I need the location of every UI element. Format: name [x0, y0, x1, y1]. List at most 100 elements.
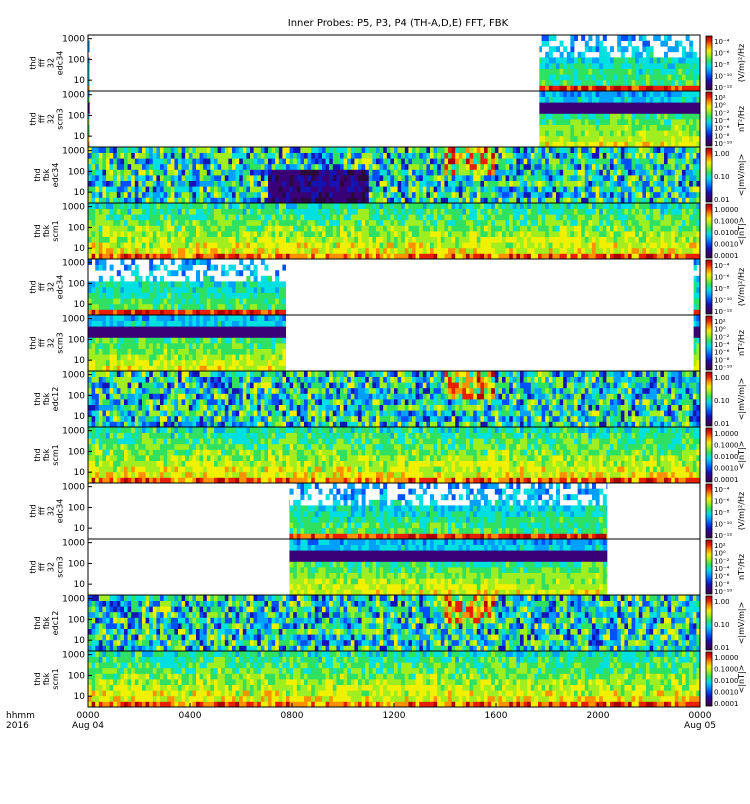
heatmap-cell: [365, 158, 369, 164]
heatmap-cell: [221, 175, 225, 181]
heatmap-cell: [110, 237, 114, 243]
heatmap-cell: [434, 147, 438, 153]
heatmap-cell: [196, 298, 200, 304]
heatmap-cell: [495, 153, 499, 159]
heatmap-cell: [95, 209, 99, 215]
heatmap-cell: [423, 248, 427, 254]
heatmap-cell: [113, 214, 117, 220]
heatmap-cell: [300, 192, 304, 198]
heatmap-cell: [236, 231, 240, 237]
heatmap-cell: [542, 231, 546, 237]
heatmap-cell: [614, 158, 618, 164]
heatmap-cell: [646, 113, 650, 119]
heatmap-cell: [178, 209, 182, 215]
heatmap-cell: [657, 35, 661, 41]
heatmap-cell: [282, 169, 286, 175]
heatmap-cell: [581, 63, 585, 69]
heatmap-cell: [282, 248, 286, 254]
heatmap-cell: [660, 220, 664, 226]
heatmap-cell: [308, 153, 312, 159]
heatmap-cell: [610, 248, 614, 254]
heatmap-cell: [552, 113, 556, 119]
heatmap-cell: [243, 281, 247, 287]
heatmap-cell: [131, 186, 135, 192]
heatmap-cell: [113, 304, 117, 310]
heatmap-cell: [635, 125, 639, 131]
heatmap-cell: [538, 209, 542, 215]
heatmap-cell: [167, 242, 171, 248]
heatmap-cell: [232, 153, 236, 159]
heatmap-cell: [92, 281, 96, 287]
heatmap-cell: [563, 69, 567, 75]
heatmap-cell: [549, 63, 553, 69]
heatmap-cell: [664, 225, 668, 231]
heatmap-cell: [588, 97, 592, 103]
heatmap-cell: [614, 225, 618, 231]
heatmap-cell: [488, 147, 492, 153]
heatmap-cell: [632, 209, 636, 215]
heatmap-cell: [293, 158, 297, 164]
colorbar-tick-label: 10⁻⁶: [714, 50, 730, 58]
heatmap-cell: [261, 181, 265, 187]
heatmap-cell: [527, 153, 531, 159]
heatmap-cell: [549, 175, 553, 181]
heatmap-cell: [686, 175, 690, 181]
heatmap-cell: [383, 158, 387, 164]
heatmap-cell: [128, 349, 132, 355]
heatmap-cell: [192, 209, 196, 215]
heatmap-cell: [300, 225, 304, 231]
heatmap-cell: [567, 169, 571, 175]
heatmap-cell: [376, 203, 380, 209]
heatmap-cell: [362, 147, 366, 153]
heatmap-cell: [650, 69, 654, 75]
heatmap-cell: [408, 225, 412, 231]
heatmap-cell: [347, 203, 351, 209]
heatmap-cell: [142, 248, 146, 254]
heatmap-cell: [603, 130, 607, 136]
heatmap-cell: [210, 237, 214, 243]
heatmap-cell: [639, 220, 643, 226]
heatmap-cell: [624, 175, 628, 181]
heatmap-cell: [549, 186, 553, 192]
heatmap-cell: [207, 259, 211, 265]
heatmap-cell: [131, 349, 135, 355]
heatmap-cell: [246, 181, 250, 187]
heatmap-cell: [538, 164, 542, 170]
heatmap-cell: [437, 175, 441, 181]
heatmap-cell: [527, 164, 531, 170]
heatmap-cell: [484, 175, 488, 181]
heatmap-cell: [506, 214, 510, 220]
heatmap-cell: [189, 192, 193, 198]
panel-ylabel-line: fff: [38, 283, 47, 292]
heatmap-cell: [326, 248, 330, 254]
heatmap-cell: [372, 225, 376, 231]
heatmap-cell: [264, 203, 268, 209]
heatmap-cell: [592, 203, 596, 209]
heatmap-cell: [95, 287, 99, 293]
heatmap-cell: [398, 237, 402, 243]
heatmap-cell: [102, 169, 106, 175]
heatmap-cell: [124, 321, 128, 327]
y-tick-label: 100: [68, 223, 85, 233]
heatmap-cell: [556, 80, 560, 86]
heatmap-cell: [221, 242, 225, 248]
heatmap-cell: [92, 360, 96, 366]
heatmap-cell: [635, 147, 639, 153]
heatmap-cell: [650, 119, 654, 125]
heatmap-cell: [398, 147, 402, 153]
heatmap-cell: [236, 281, 240, 287]
heatmap-cell: [178, 248, 182, 254]
heatmap-cell: [678, 158, 682, 164]
colorbar: [706, 204, 712, 258]
heatmap-cell: [376, 237, 380, 243]
heatmap-cell: [635, 57, 639, 63]
heatmap-cell: [448, 237, 452, 243]
heatmap-cell: [545, 119, 549, 125]
heatmap-cell: [124, 304, 128, 310]
heatmap-cell: [286, 225, 290, 231]
heatmap-cell: [466, 237, 470, 243]
heatmap-cell: [448, 181, 452, 187]
heatmap-cell: [95, 175, 99, 181]
heatmap-cell: [200, 298, 204, 304]
heatmap-cell: [232, 169, 236, 175]
